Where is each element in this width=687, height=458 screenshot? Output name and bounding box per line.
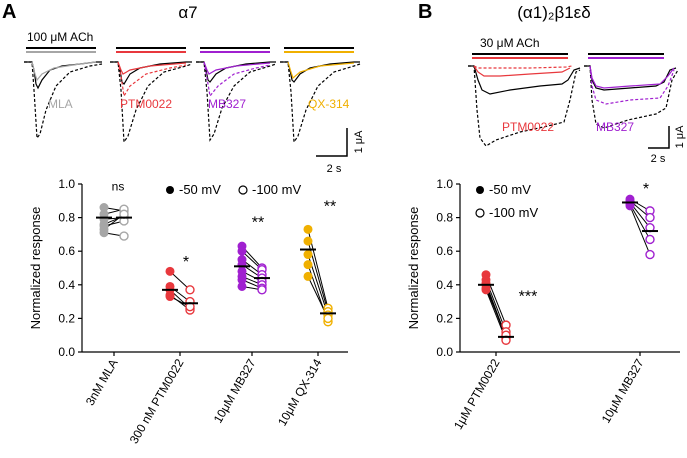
significance-label: *** [519,289,538,306]
legend-filled-marker [166,186,174,194]
trace-label-mb327: MB327 [208,97,246,111]
y-tick-label: 0.6 [436,244,453,258]
y-axis-label: Normalized response [406,207,421,330]
trace-drug [287,61,355,80]
trace-drug-m100 [280,61,361,144]
scale-current-label: 1 μA [353,130,365,154]
y-tick-label: 0.2 [58,311,75,325]
y-tick-label: 0.4 [58,278,75,292]
point-m100 [185,285,195,295]
point-m100 [645,249,655,260]
significance-label: ** [324,199,336,216]
legend-filled-marker [476,186,484,194]
y-axis-label: Normalized response [28,207,43,330]
trace-label-mb327-b: MB327 [596,120,634,134]
point-m100 [119,231,129,241]
point-m50 [303,250,313,260]
point-m50 [165,292,175,302]
point-m50 [303,224,313,234]
y-tick-label: 0.4 [436,278,453,292]
panel-b-traces: 30 μM ACh PTM0022 MB327 1 μA 2 s [468,36,686,165]
pair-line [629,205,651,255]
panel-a-agonist-label: 100 μM ACh [27,30,93,44]
point-m50 [481,285,491,295]
point-m50 [303,236,313,246]
scale-time-label: 2 s [327,163,342,175]
category-label: 1μM PTM0022 [451,356,503,432]
scale-time-label: 2 s [651,153,666,165]
point-m50 [303,271,313,281]
panel-b-agonist-label: 30 μM ACh [480,36,540,50]
point-m50 [237,246,247,256]
pair-line [629,203,651,240]
point-m100 [257,285,267,295]
y-tick-label: 0.0 [436,345,453,359]
trace-label-ptm0022: PTM0022 [120,97,172,111]
legend-filled-label: -50 mV [179,182,221,197]
scale-current-label: 1 μA [674,125,686,149]
trace-drug-dashed [473,65,573,69]
significance-label: * [643,181,649,198]
y-tick-label: 0.6 [58,244,75,258]
chart-a: 0.0 0.2 0.4 0.6 0.8 1.0 Normalized response -50… [28,177,348,446]
category-label: 10μM MB327 [211,356,259,425]
trace-drug [589,65,675,89]
trace-drug-m100 [24,61,103,140]
trace-label-qx314: QX-314 [308,97,350,111]
trace-control [280,61,360,83]
chart-b: 0.0 0.2 0.4 0.6 0.8 1.0 Normalized response -50… [406,177,680,432]
trace-drug-dashed [589,65,675,105]
trace-drug-m100 [584,65,679,129]
category-label: 10μM MB327 [599,356,647,425]
legend-open-label: -100 mV [489,205,538,220]
legend-open-marker [475,208,485,218]
point-m100 [323,313,333,324]
point-m50 [237,281,247,291]
y-tick-label: 0.2 [436,311,453,325]
point-m100 [645,234,655,245]
trace-label-mla: MLA [48,97,73,111]
y-tick-label: 0.8 [58,211,75,225]
panel-a-title: α7 [178,3,197,22]
legend-open-label: -100 mV [252,182,301,197]
trace-drug [117,61,187,75]
trace-drug-dashed [203,61,271,98]
trace-drug [31,61,97,82]
point-m50 [165,266,175,276]
scale-bar [316,128,348,157]
significance-label: ** [252,214,264,231]
panel-b-title: (α1)₂β1εδ [517,3,590,22]
category-label: 300 nM PTM0022 [127,356,187,446]
y-tick-label: 1.0 [436,177,453,191]
legend-filled-label: -50 mV [489,182,531,197]
point-m50 [99,228,109,238]
panel-a-letter: A [2,1,16,23]
category-label: 10μM QX-314 [275,356,325,428]
y-tick-label: 0.0 [58,345,75,359]
scale-bar [648,126,670,149]
trace-label-ptm0022-b: PTM0022 [502,120,554,134]
y-tick-label: 1.0 [58,177,75,191]
trace-drug-m100 [110,61,193,144]
point-m50 [303,260,313,270]
panel-b-letter: B [418,1,432,23]
trace-control [468,65,581,95]
y-tick-label: 0.8 [436,211,453,225]
point-m100 [645,212,655,223]
legend-open-marker [238,185,248,195]
trace-drug [203,61,271,75]
trace-drug [473,65,571,77]
category-label: 3nM MLA [83,357,121,408]
trace-drug-m100 [468,65,581,147]
trace-drug-dashed [117,61,187,98]
significance-label: * [183,254,189,271]
trace-drug-m100 [196,61,277,142]
panel-a-traces: 100 μM ACh MLA PTM0022 MB327 QX-314 [24,30,365,175]
significance-label: ns [112,180,125,194]
